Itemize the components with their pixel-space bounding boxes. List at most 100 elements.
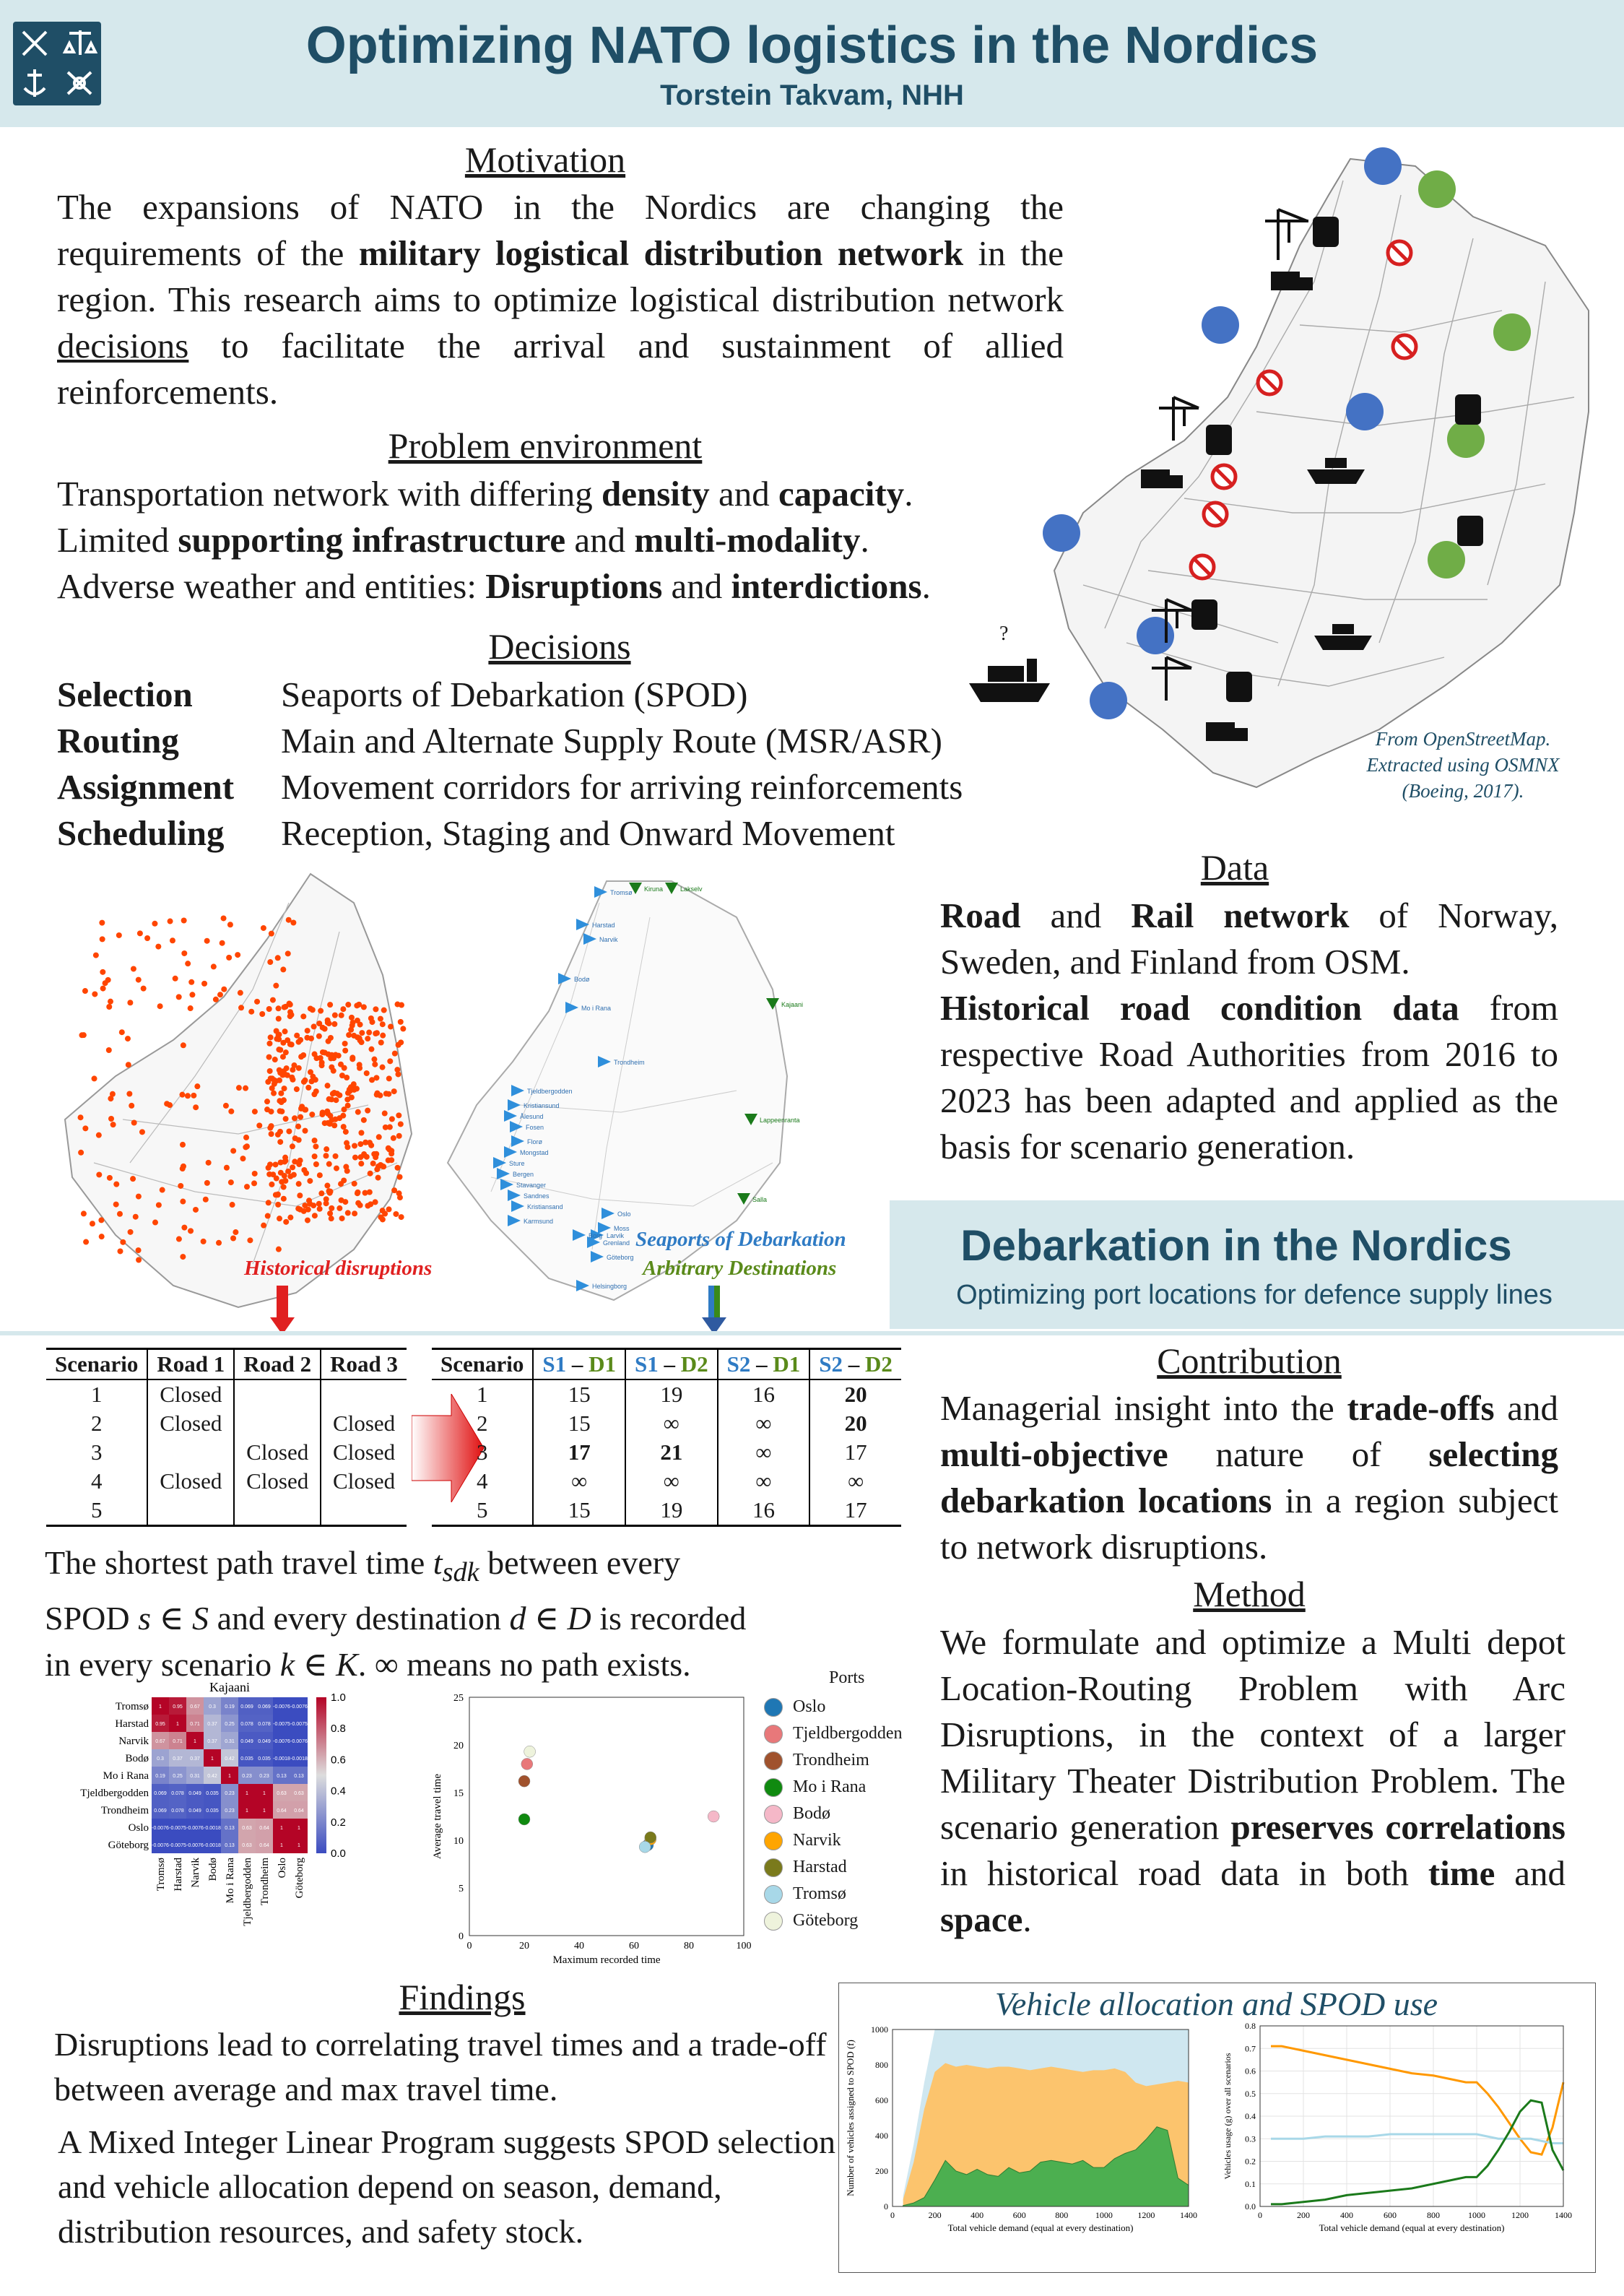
disruption-dot bbox=[338, 1012, 344, 1018]
ship-icons bbox=[1307, 458, 1372, 650]
table-cell: ∞ bbox=[533, 1467, 627, 1496]
spod-marker bbox=[511, 1085, 524, 1096]
table-cell: 16 bbox=[717, 1379, 811, 1409]
disruption-dot bbox=[327, 1210, 334, 1217]
heatmap-cell bbox=[186, 1836, 204, 1853]
table-cell: 15 bbox=[533, 1496, 627, 1527]
disruption-dot bbox=[352, 1154, 358, 1161]
spod-marker bbox=[576, 919, 589, 930]
disruption-dot bbox=[172, 975, 178, 982]
legend-item: Tromsø bbox=[764, 1881, 937, 1907]
disruption-dot bbox=[371, 1056, 378, 1062]
disruption-dot bbox=[276, 1216, 282, 1222]
legend-label: Tromsø bbox=[793, 1884, 846, 1903]
disruption-dot bbox=[305, 1206, 311, 1213]
heatmap-cell bbox=[152, 1784, 169, 1801]
disruption-dot bbox=[105, 976, 111, 983]
disruption-dot bbox=[386, 1206, 392, 1213]
disruption-dot bbox=[291, 1062, 298, 1069]
heatmap-row-label: Bodø bbox=[125, 1753, 149, 1764]
line-series bbox=[1271, 2133, 1563, 2144]
disruption-dot bbox=[140, 985, 147, 992]
legend-item: Trondheim bbox=[764, 1747, 937, 1774]
heatmap-cell bbox=[256, 1784, 273, 1801]
heatmap-cell bbox=[186, 1732, 204, 1749]
table-cell bbox=[234, 1379, 322, 1409]
disruption-dot bbox=[348, 1014, 355, 1021]
spod-destination-map: Tromsø Harstad Narvik Bodø Mo i Rana Trondhei… bbox=[433, 874, 903, 1307]
y-tick: 0 bbox=[459, 1931, 464, 1942]
x-axis-label: Maximum recorded time bbox=[552, 1954, 660, 1966]
heatmap-value: 0.63 bbox=[277, 1791, 287, 1796]
disruption-dot bbox=[307, 1069, 313, 1075]
table-cell: ∞ bbox=[625, 1409, 718, 1438]
table-header: Scenario bbox=[46, 1348, 149, 1380]
disruption-dot bbox=[281, 1004, 287, 1010]
disruption-dot bbox=[78, 1149, 84, 1156]
heatmap-cell bbox=[290, 1767, 308, 1784]
disruption-dot bbox=[339, 1073, 345, 1079]
disruption-dot bbox=[318, 1008, 324, 1014]
heatmap-value: 0.37 bbox=[207, 1739, 217, 1744]
table-cell: 5 bbox=[432, 1496, 534, 1527]
disruption-dot bbox=[193, 1206, 199, 1213]
heatmap-value: 0.23 bbox=[225, 1808, 235, 1814]
disruption-dot bbox=[191, 1092, 197, 1099]
table-cell: 17 bbox=[809, 1496, 901, 1527]
spod-name: Tromsø bbox=[610, 889, 633, 896]
disruption-dot bbox=[323, 1200, 329, 1207]
spod-marker bbox=[493, 1157, 506, 1169]
legend-swatch bbox=[764, 1911, 783, 1931]
y-tick: 25 bbox=[453, 1693, 464, 1704]
table-cell bbox=[321, 1379, 407, 1409]
heatmap-cell bbox=[238, 1767, 256, 1784]
question-mark: ? bbox=[999, 623, 1009, 645]
heatmap-value: 1 bbox=[280, 1843, 283, 1848]
disruption-dot bbox=[374, 1166, 381, 1173]
table-cell: ∞ bbox=[848, 1468, 864, 1494]
disruption-dot bbox=[116, 1210, 123, 1217]
scatter-legend: Ports Oslo Tjeldbergodden Trondheim Mo i Ra… bbox=[764, 1668, 937, 1934]
disruption-dot bbox=[270, 1171, 277, 1178]
heatmap-value: 0.64 bbox=[294, 1808, 304, 1814]
disruption-dot bbox=[268, 1109, 274, 1115]
disruption-dot bbox=[373, 1006, 379, 1013]
heatmap-cell bbox=[273, 1836, 290, 1853]
shortest-path-text: The shortest path travel time tsdk betwe… bbox=[45, 1544, 747, 1684]
disruption-dot bbox=[372, 1199, 378, 1205]
disruption-dot bbox=[377, 1015, 383, 1022]
disruption-dot bbox=[181, 1224, 188, 1231]
heatmap-cell bbox=[290, 1715, 308, 1732]
disruption-dot bbox=[92, 991, 98, 997]
y-tick: 15 bbox=[453, 1788, 464, 1799]
disruption-dot bbox=[243, 1085, 249, 1091]
disruption-dot bbox=[333, 1165, 339, 1171]
disruption-dot bbox=[267, 1034, 274, 1041]
table-cell bbox=[234, 1409, 322, 1438]
destination-marker bbox=[737, 1193, 750, 1205]
spod-marker bbox=[558, 973, 571, 984]
table-cell: 21 bbox=[625, 1438, 718, 1467]
disruption-dot bbox=[335, 1052, 342, 1059]
problem-line-3: Adverse weather and entities: Disruption… bbox=[57, 566, 931, 606]
poster-author: Torstein Takvam, NHH bbox=[660, 79, 964, 111]
heatmap-cell bbox=[204, 1749, 221, 1767]
problem-text: Transportation network with differing de… bbox=[57, 471, 1075, 610]
disruption-dot bbox=[194, 1083, 201, 1090]
disruption-dot bbox=[307, 1178, 313, 1184]
disruption-dot bbox=[346, 1032, 352, 1039]
disruption-dot bbox=[325, 1038, 331, 1044]
arriving-ship-icon bbox=[966, 637, 1053, 709]
disruption-dot bbox=[369, 1019, 375, 1026]
heatmap-value: -0.0075 bbox=[290, 1722, 308, 1727]
table-cell bbox=[147, 1438, 235, 1467]
heatmap-cell bbox=[186, 1784, 204, 1801]
correlation-heatmap: Kajaani 1 0.95 0.67 0.3 0.19 0.069 0.069 -0.0076… bbox=[43, 1676, 412, 1979]
disruption-dot bbox=[127, 1229, 134, 1235]
disruption-dot bbox=[292, 1135, 298, 1142]
motivation-heading: Motivation bbox=[464, 139, 626, 180]
heatmap-row-label: Mo i Rana bbox=[103, 1770, 149, 1782]
disruption-dot bbox=[340, 1124, 347, 1130]
disruption-dot bbox=[351, 1086, 357, 1093]
disruption-dot bbox=[129, 1102, 135, 1109]
